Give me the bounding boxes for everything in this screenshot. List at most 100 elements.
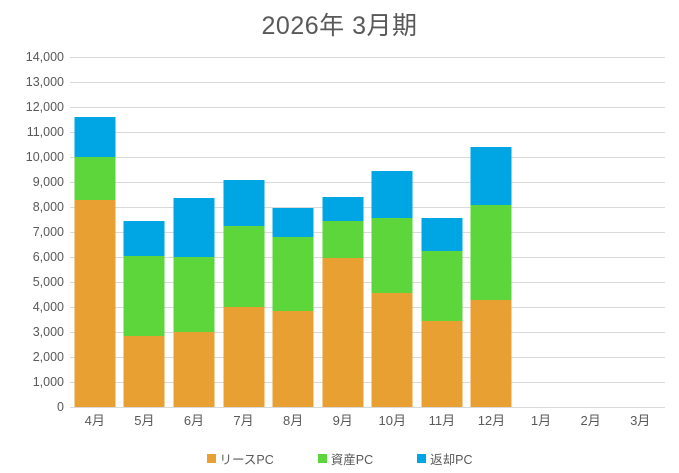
legend-swatch-icon (206, 454, 216, 463)
bar-group[interactable] (467, 57, 517, 407)
bar-segment[interactable] (173, 198, 215, 257)
bar-segment[interactable] (223, 179, 265, 226)
y-axis-tick-label: 9,000 (32, 175, 64, 189)
y-axis-tick-label: 6,000 (32, 250, 64, 264)
stacked-bar[interactable] (74, 117, 116, 407)
y-axis-tick-label: 12,000 (25, 100, 64, 114)
bar-segment[interactable] (371, 170, 413, 219)
bar-segment[interactable] (123, 335, 165, 407)
gridline (70, 207, 665, 208)
bar-group[interactable] (120, 57, 170, 407)
bar-group[interactable] (417, 57, 467, 407)
stacked-bar[interactable] (371, 170, 413, 407)
x-axis-tick-label: 7月 (233, 413, 254, 428)
x-axis-tick-label: 8月 (283, 413, 304, 428)
bar-segment[interactable] (74, 157, 116, 200)
bar-group[interactable] (615, 57, 665, 407)
chart-title: 2026年 3月期 (261, 12, 418, 40)
bar-group[interactable] (268, 57, 318, 407)
bar-group[interactable] (318, 57, 368, 407)
bar-segment[interactable] (272, 237, 314, 311)
bar-segment[interactable] (123, 255, 165, 336)
stacked-bar[interactable] (223, 179, 265, 407)
bar-segment[interactable] (74, 199, 116, 407)
x-axis-tick-label: 3月 (630, 413, 651, 428)
gridline (70, 382, 665, 383)
bar-segment[interactable] (322, 197, 364, 221)
bar-segment[interactable] (123, 220, 165, 256)
bar-group[interactable] (516, 57, 566, 407)
bar-segment[interactable] (223, 225, 265, 307)
legend-item[interactable]: リースPC (206, 449, 274, 468)
stacked-bar[interactable] (272, 208, 314, 407)
y-axis-tick-label: 7,000 (32, 225, 64, 239)
gridline (70, 357, 665, 358)
legend-item[interactable]: 返却PC (417, 449, 473, 468)
bar-segment[interactable] (322, 220, 364, 259)
bar-segment[interactable] (173, 332, 215, 407)
y-axis-tick-label: 0 (57, 400, 64, 414)
gridline (70, 182, 665, 183)
y-axis-tick-label: 8,000 (32, 200, 64, 214)
legend-label: リースPC (219, 453, 274, 467)
bar-segment[interactable] (173, 257, 215, 332)
bar-segment[interactable] (322, 258, 364, 407)
x-axis-tick-label: 2月 (580, 413, 601, 428)
legend-label: 資産PC (330, 453, 374, 467)
stacked-bar[interactable] (322, 197, 364, 407)
bar-segment[interactable] (421, 218, 463, 251)
bar-segment[interactable] (371, 293, 413, 407)
y-axis-tick-label: 10,000 (25, 150, 64, 164)
bar-segment[interactable] (272, 208, 314, 237)
bar-segment[interactable] (470, 299, 512, 407)
gridline (70, 132, 665, 133)
y-axis-tick-label: 3,000 (32, 325, 64, 339)
y-axis-tick-label: 2,000 (32, 350, 64, 364)
bar-segment[interactable] (470, 204, 512, 300)
bar-segment[interactable] (272, 310, 314, 407)
bar-group[interactable] (566, 57, 616, 407)
bar-segment[interactable] (421, 250, 463, 321)
stacked-bar[interactable] (470, 147, 512, 407)
bar-segment[interactable] (470, 147, 512, 205)
bar-group[interactable] (219, 57, 269, 407)
y-axis-tick-label: 5,000 (32, 275, 64, 289)
y-axis-tick-label: 14,000 (25, 50, 64, 64)
y-axis-tick-label: 4,000 (32, 300, 64, 314)
stacked-bar[interactable] (421, 218, 463, 407)
bar-group[interactable] (169, 57, 219, 407)
gridline (70, 282, 665, 283)
gridline (70, 157, 665, 158)
bar-segment[interactable] (371, 218, 413, 294)
bar-segment[interactable] (421, 320, 463, 407)
x-axis-tick-label: 10月 (378, 413, 407, 428)
bar-segment[interactable] (223, 307, 265, 407)
x-axis-tick-label: 9月 (332, 413, 353, 428)
legend-swatch-icon (417, 454, 427, 463)
legend-label: 返却PC (430, 453, 473, 467)
x-axis-tick-label: 12月 (477, 413, 506, 428)
y-axis-tick-label: 11,000 (26, 125, 64, 139)
x-axis-tick-label: 5月 (134, 413, 155, 428)
stacked-bar[interactable] (123, 220, 165, 407)
bar-group[interactable] (70, 57, 120, 407)
y-axis-tick-label: 1,000 (32, 375, 64, 389)
stacked-bar[interactable] (173, 198, 215, 407)
y-axis: 14,000 13,000 12,000 11,000 10,000 9,000 8,000… (0, 51, 64, 414)
y-axis-tick-label: 13,000 (25, 75, 64, 89)
gridline (70, 232, 665, 233)
legend-item[interactable]: 資産PC (317, 449, 374, 468)
gridline (70, 407, 665, 408)
legend-swatch-icon (317, 454, 327, 463)
gridline (70, 307, 665, 308)
gridline (70, 82, 665, 83)
gridline (70, 332, 665, 333)
x-axis: 4月 5月 6月 7月 8月 9月 10月 11月 12月 1月 2月 3月 (70, 411, 665, 435)
x-axis-tick-label: 6月 (183, 413, 205, 428)
bar-group[interactable] (368, 57, 418, 407)
gridline (70, 107, 665, 108)
x-axis-tick-label: 1月 (530, 413, 552, 428)
bar-segment[interactable] (74, 117, 116, 157)
x-axis-tick-label: 11月 (428, 413, 456, 428)
